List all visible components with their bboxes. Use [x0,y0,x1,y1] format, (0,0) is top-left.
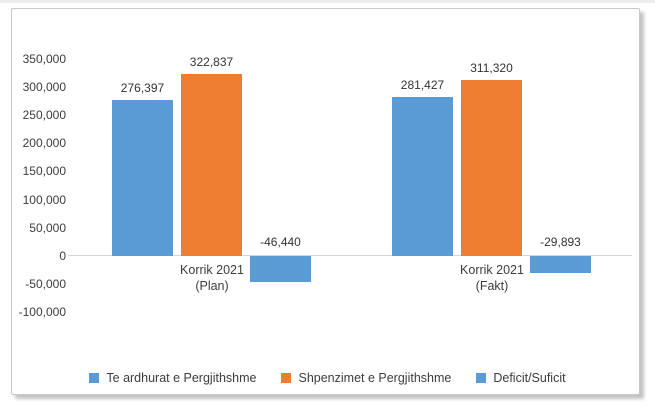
y-tick-label: 100,000 [22,192,66,207]
x-category-line: (Fakt) [475,279,509,293]
y-tick-label: 0 [59,249,66,263]
y-tick-label: 200,000 [22,136,66,151]
bar [530,256,591,273]
bar [181,73,242,256]
y-tick-label: 300,000 [22,79,66,94]
legend-label: Shpenzimet e Pergjithshme [298,371,452,385]
legend-swatch [89,373,100,383]
x-axis-line [68,255,632,256]
y-tick-label: 50,000 [29,220,66,235]
bar-value-label: -29,893 [540,235,581,249]
bar [112,100,173,256]
page-top-border [0,0,655,3]
legend-item: Te ardhurat e Pergjithshme [89,371,256,385]
x-category-line: Korrik 2021 [460,263,524,277]
legend-item: Deficit/Suficit [476,371,566,385]
bar [392,97,453,256]
legend-swatch [281,373,292,383]
legend-label: Deficit/Suficit [493,371,566,385]
legend-label: Te ardhurat e Pergjithshme [106,371,257,385]
bar-value-label: 311,320 [470,61,513,76]
bar [461,80,522,256]
y-tick-label: 250,000 [22,108,66,122]
legend-swatch [476,373,487,383]
legend: Te ardhurat e Pergjithshme Shpenzimet e P… [0,371,655,385]
x-category-line: Korrik 2021 [180,263,244,277]
bar-value-label: 281,427 [400,78,445,93]
x-category-label: Korrik 2021 (Plan) [142,262,282,294]
bar-value-label: 276,397 [120,81,165,96]
bar-value-label: 322,837 [189,54,234,69]
y-tick-label: 350,000 [22,51,66,66]
y-tick-label: -50,000 [25,277,66,292]
legend-item: Shpenzimet e Pergjithshme [281,371,451,385]
x-category-line: (Plan) [195,279,229,293]
bar-value-label: -46,440 [260,235,301,249]
bar [250,256,311,283]
y-tick-label: -100,000 [18,305,66,320]
x-category-label: Korrik 2021 (Fakt) [422,262,562,294]
y-tick-label: 150,000 [22,164,66,179]
